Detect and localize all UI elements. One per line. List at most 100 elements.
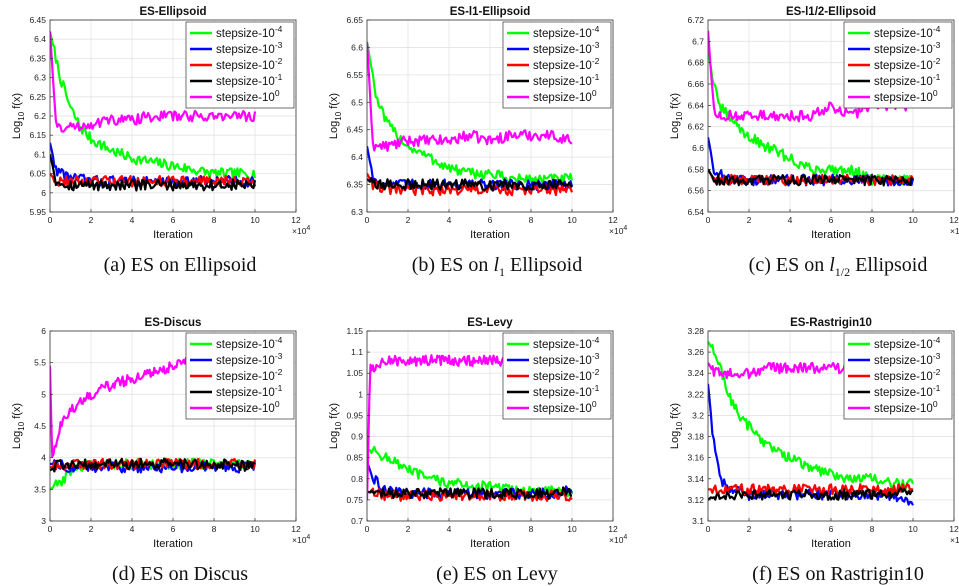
subplot-title: ES-l1-Ellipsoid [450, 6, 531, 18]
x-axis-label: Iteration [470, 229, 510, 241]
x-tick-label: 10 [908, 215, 918, 225]
y-tick-label: 3.16 [687, 453, 704, 463]
y-axis-label: Log10 f(x) [669, 403, 684, 449]
y-tick-label: 6.6 [351, 42, 363, 52]
y-tick-label: 6.58 [687, 164, 704, 174]
subplot-3: 0 2 4 6 8 10 126.546.566.586.66.626.646.666.68… [669, 6, 959, 279]
y-tick-label: 3.12 [687, 495, 704, 505]
y-tick-label: 3.5 [34, 484, 46, 494]
y-tick-label: 0.8 [351, 474, 363, 484]
y-tick-label: 3.18 [687, 432, 704, 442]
subplot-5: 0 2 4 6 8 10 12 0.7 0.75 0.8 0.85 0.9 0.95 1 1.05 1.1 1.… [328, 317, 627, 585]
y-tick-label: 3.2 [692, 410, 704, 420]
x-tick-label: 0 [48, 524, 53, 534]
x-tick-label: 4 [788, 524, 793, 534]
x-tick-label: 8 [870, 215, 875, 225]
y-tick-label: 1.1 [351, 347, 363, 357]
x-tick-label: 6 [829, 524, 834, 534]
x-multiplier: ×104 [292, 225, 310, 236]
y-tick-label: 6.55 [346, 70, 363, 80]
x-tick-label: 12 [291, 524, 301, 534]
legend: stepsize-10-4stepsize-10-3stepsize-10-2s… [503, 333, 611, 419]
x-tick-label: 12 [291, 215, 301, 225]
y-tick-label: 4.5 [34, 421, 46, 431]
legend: stepsize-10-4stepsize-10-3stepsize-10-2s… [844, 333, 952, 419]
y-axis-label: Log10 f(x) [11, 93, 26, 139]
y-tick-label: 3.22 [687, 389, 704, 399]
x-tick-label: 0 [706, 524, 711, 534]
subplot-caption: (b) ES on l1 Ellipsoid [412, 254, 582, 279]
y-tick-label: 6.25 [29, 92, 46, 102]
x-tick-label: 2 [747, 215, 752, 225]
subplot-2: 0 2 4 6 8 10 126.36.356.46.456.56.556.66.65×10… [328, 6, 627, 279]
x-tick-label: 0 [365, 215, 370, 225]
legend: stepsize-10-4stepsize-10-3stepsize-10-2s… [186, 333, 294, 419]
x-multiplier: ×104 [950, 534, 959, 545]
subplot-title: ES-Ellipsoid [139, 6, 206, 18]
x-tick-label: 4 [447, 215, 452, 225]
y-tick-label: 0.95 [346, 410, 363, 420]
x-tick-label: 6 [171, 215, 176, 225]
y-tick-label: 3.14 [687, 474, 704, 484]
x-tick-label: 10 [567, 215, 577, 225]
x-tick-label: 10 [567, 524, 577, 534]
y-tick-label: 6.05 [29, 169, 46, 179]
y-tick-label: 1.15 [346, 326, 363, 336]
x-tick-label: 6 [829, 215, 834, 225]
y-tick-label: 6.35 [346, 180, 363, 190]
x-tick-label: 0 [48, 215, 53, 225]
x-tick-label: 8 [870, 524, 875, 534]
x-tick-label: 12 [608, 524, 618, 534]
y-tick-label: 6.65 [346, 15, 363, 25]
subplot-title: ES-Rastrigin10 [790, 317, 872, 329]
x-tick-label: 8 [529, 215, 534, 225]
x-multiplier: ×104 [609, 534, 627, 545]
y-tick-label: 6.56 [687, 186, 704, 196]
legend: stepsize-10-4stepsize-10-3stepsize-10-2s… [844, 22, 952, 108]
y-tick-label: 0.9 [351, 432, 363, 442]
y-tick-label: 5.95 [29, 207, 46, 217]
y-tick-label: 3.28 [687, 326, 704, 336]
x-axis-label: Iteration [470, 538, 510, 550]
subplot-1: 0 2 4 6 8 10 12 5.95 6 6.05 6.1 6.15 6.2 6.25 6.3 6.35 6… [11, 6, 310, 276]
y-tick-label: 6.62 [687, 122, 704, 132]
x-tick-label: 10 [250, 524, 260, 534]
y-tick-label: 6.54 [687, 207, 704, 217]
y-tick-label: 6.2 [34, 111, 46, 121]
y-tick-label: 3.1 [692, 516, 704, 526]
x-tick-label: 2 [89, 215, 94, 225]
y-tick-label: 5 [41, 389, 46, 399]
x-tick-label: 8 [529, 524, 534, 534]
x-multiplier: ×104 [609, 225, 627, 236]
x-multiplier: ×104 [950, 225, 959, 236]
x-tick-label: 12 [949, 524, 959, 534]
y-tick-label: 6.5 [351, 97, 363, 107]
y-tick-label: 6.66 [687, 79, 704, 89]
x-tick-label: 0 [365, 524, 370, 534]
y-tick-label: 5.5 [34, 358, 46, 368]
x-multiplier: ×104 [292, 534, 310, 545]
subplot-caption: (c) ES on l1/2 Ellipsoid [749, 254, 928, 279]
y-tick-label: 6.45 [346, 125, 363, 135]
x-tick-label: 8 [212, 524, 217, 534]
y-axis-label: Log10 f(x) [328, 93, 343, 139]
subplot-title: ES-Levy [467, 317, 513, 329]
subplot-title: ES-Discus [145, 317, 202, 329]
x-tick-label: 6 [488, 524, 493, 534]
y-tick-label: 3 [41, 516, 46, 526]
x-axis-label: Iteration [153, 229, 193, 241]
y-tick-label: 0.75 [346, 495, 363, 505]
x-tick-label: 2 [406, 215, 411, 225]
y-tick-label: 3.26 [687, 347, 704, 357]
y-tick-label: 0.85 [346, 453, 363, 463]
x-tick-label: 2 [747, 524, 752, 534]
x-tick-label: 6 [171, 524, 176, 534]
y-tick-label: 6.3 [351, 207, 363, 217]
x-tick-label: 12 [608, 215, 618, 225]
y-tick-label: 6.7 [692, 36, 704, 46]
y-tick-label: 6.45 [29, 15, 46, 25]
y-tick-label: 6.72 [687, 15, 704, 25]
x-tick-label: 8 [212, 215, 217, 225]
y-tick-label: 0.7 [351, 516, 363, 526]
